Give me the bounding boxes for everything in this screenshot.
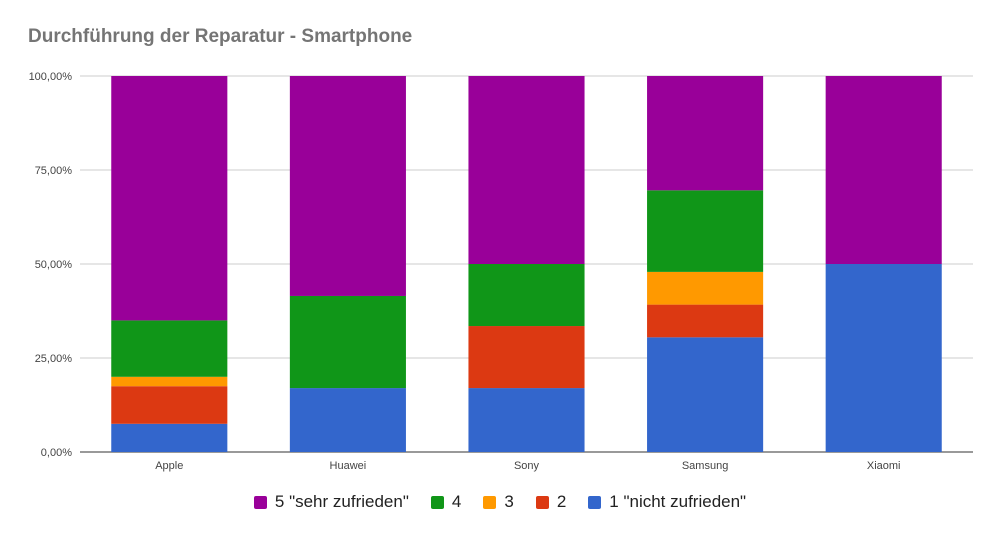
x-tick-label: Samsung (682, 460, 728, 472)
x-tick-label: Apple (155, 460, 183, 472)
bar-segment (468, 388, 585, 452)
y-tick-label: 75,00% (35, 165, 73, 177)
bar-segment (825, 76, 942, 264)
bar-segment (289, 388, 406, 452)
y-tick-label: 100,00% (29, 71, 73, 83)
bar-segment (111, 320, 228, 377)
bar-segment (111, 423, 228, 452)
x-tick-label: Huawei (330, 460, 367, 472)
y-tick-label: 0,00% (41, 447, 72, 459)
chart-title: Durchführung der Reparatur - Smartphone (28, 26, 413, 47)
bar-segment (289, 295, 406, 389)
x-tick-label: Sony (514, 460, 540, 472)
bar-segment (647, 304, 764, 338)
legend-label: 1 "nicht zufrieden" (609, 492, 747, 511)
legend-item: 3 (483, 492, 514, 512)
legend-swatch (483, 495, 497, 509)
legend-item: 4 (430, 492, 462, 512)
x-tick-label: Xiaomi (867, 460, 901, 472)
bar-segment (468, 326, 585, 389)
y-tick-label: 25,00% (35, 353, 73, 365)
bar-segment (289, 76, 406, 296)
bar-segment (468, 264, 585, 327)
legend-label: 3 (504, 492, 514, 511)
legend-item: 2 (535, 492, 567, 512)
bar-segment (468, 76, 585, 264)
bar-segment (111, 76, 228, 321)
bar-segment (647, 271, 764, 305)
bar-segment (111, 386, 228, 424)
bar-segment (825, 264, 942, 452)
bar-segment (647, 76, 764, 191)
legend-swatch (253, 495, 267, 509)
bar-segment (647, 337, 764, 452)
legend: 5 "sehr zufrieden" 4 3 2 1 "nicht zufrieden" (0, 488, 1000, 516)
legend-swatch (535, 495, 549, 509)
bar-segment (111, 376, 228, 387)
legend-label: 5 "sehr zufrieden" (274, 492, 409, 511)
legend-label: 4 (451, 492, 462, 511)
legend-swatch (588, 495, 602, 509)
legend-item: 5 "sehr zufrieden" (253, 492, 409, 512)
y-tick-label: 50,00% (35, 259, 73, 271)
legend-item: 1 "nicht zufrieden" (588, 492, 746, 512)
legend-swatch (430, 495, 444, 509)
legend-label: 2 (556, 492, 567, 511)
bar-segment (647, 190, 764, 272)
